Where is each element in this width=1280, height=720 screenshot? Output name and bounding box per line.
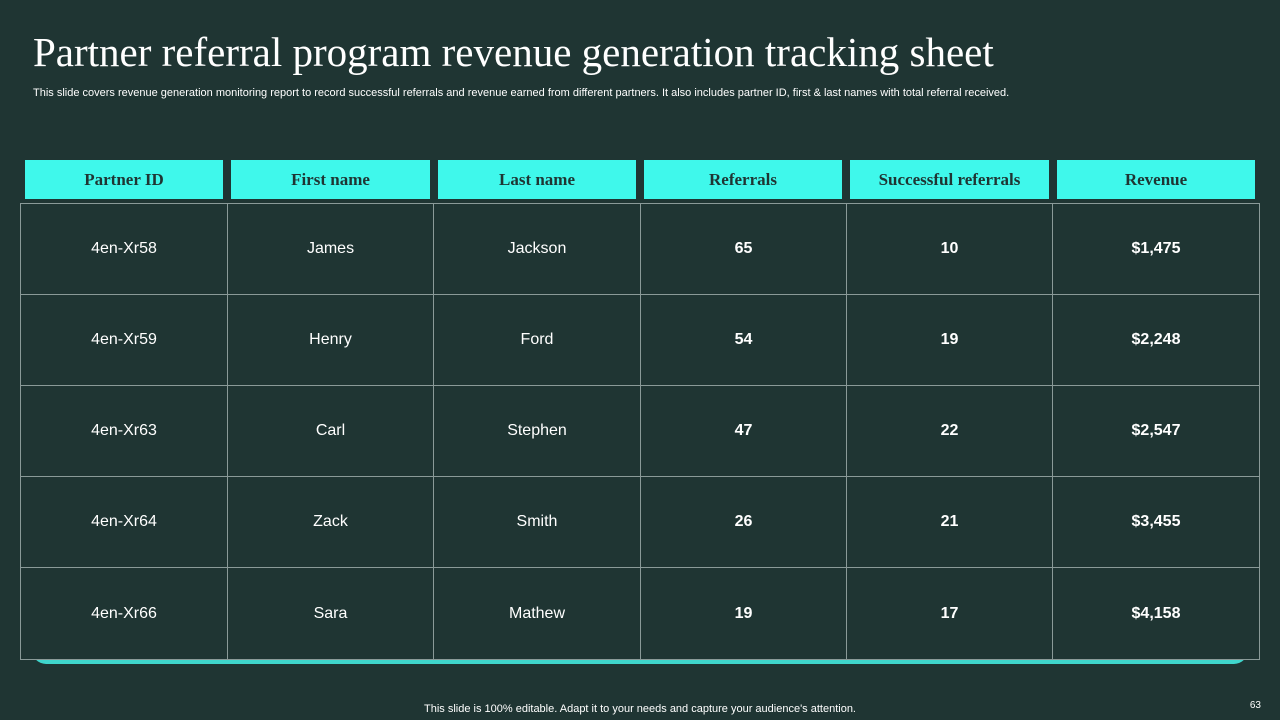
- header-revenue: Revenue: [1057, 160, 1255, 199]
- table-row: 4en-Xr64 Zack Smith 26 21 $3,455: [21, 477, 1259, 568]
- cell-referrals: 26: [641, 477, 847, 567]
- table-row: 4en-Xr63 Carl Stephen 47 22 $2,547: [21, 386, 1259, 477]
- header-last-name: Last name: [438, 160, 636, 199]
- cell-partner-id: 4en-Xr64: [21, 477, 228, 567]
- page-subtitle: This slide covers revenue generation mon…: [33, 87, 1010, 99]
- cell-successful-referrals: 10: [847, 204, 1053, 294]
- table-row: 4en-Xr66 Sara Mathew 19 17 $4,158: [21, 568, 1259, 659]
- cell-last-name: Ford: [434, 295, 641, 385]
- page-number: 63: [1249, 700, 1261, 711]
- cell-revenue: $3,455: [1131, 513, 1181, 530]
- cell-successful-referrals: 21: [847, 477, 1053, 567]
- cell-successful-referrals: 17: [847, 568, 1053, 659]
- cell-referrals: 54: [641, 295, 847, 385]
- cell-successful-referrals: 19: [847, 295, 1053, 385]
- cell-referrals: 65: [641, 204, 847, 294]
- cell-revenue: $1,475: [1131, 240, 1181, 257]
- cell-last-name: Mathew: [434, 568, 641, 659]
- cell-first-name: Carl: [228, 386, 434, 476]
- header-successful-referrals: Successful referrals: [850, 160, 1049, 199]
- header-referrals: Referrals: [644, 160, 842, 199]
- cell-first-name: Zack: [228, 477, 434, 567]
- page-title: Partner referral program revenue generat…: [33, 29, 994, 75]
- cell-first-name: James: [228, 204, 434, 294]
- header-partner-id: Partner ID: [25, 160, 223, 199]
- cell-partner-id: 4en-Xr63: [21, 386, 228, 476]
- cell-revenue: $2,547: [1131, 422, 1181, 439]
- table-header-row: Partner ID First name Last name Referral…: [25, 160, 1255, 199]
- cell-revenue: $2,248: [1131, 331, 1181, 348]
- tracking-table: 4en-Xr58 James Jackson 65 10 $1,475 4en-…: [20, 203, 1260, 660]
- table-row: 4en-Xr59 Henry Ford 54 19 $2,248: [21, 295, 1259, 386]
- cell-partner-id: 4en-Xr58: [21, 204, 228, 294]
- cell-last-name: Stephen: [434, 386, 641, 476]
- cell-referrals: 47: [641, 386, 847, 476]
- table-row: 4en-Xr58 James Jackson 65 10 $1,475: [21, 204, 1259, 295]
- cell-partner-id: 4en-Xr59: [21, 295, 228, 385]
- header-first-name: First name: [231, 160, 430, 199]
- footer-note: This slide is 100% editable. Adapt it to…: [424, 703, 856, 715]
- cell-first-name: Henry: [228, 295, 434, 385]
- cell-last-name: Jackson: [434, 204, 641, 294]
- cell-partner-id: 4en-Xr66: [21, 568, 228, 659]
- cell-last-name: Smith: [434, 477, 641, 567]
- cell-successful-referrals: 22: [847, 386, 1053, 476]
- cell-referrals: 19: [641, 568, 847, 659]
- cell-revenue: $4,158: [1131, 604, 1181, 622]
- cell-first-name: Sara: [228, 568, 434, 659]
